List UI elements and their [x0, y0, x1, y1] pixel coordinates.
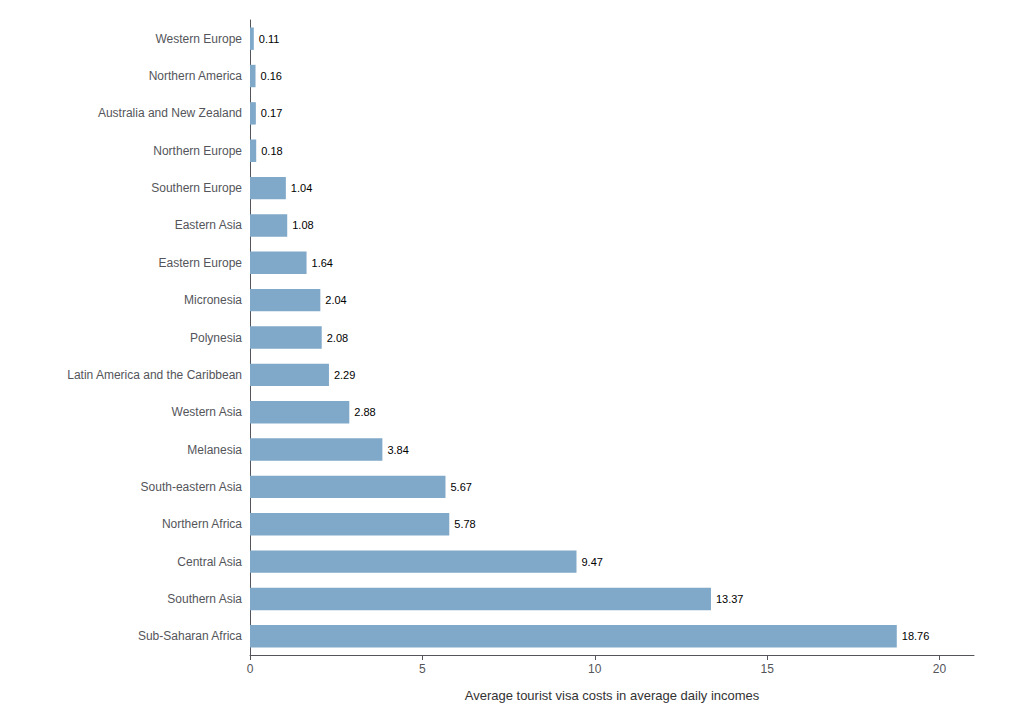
svg-text:Central Asia: Central Asia — [177, 555, 242, 569]
svg-text:5.67: 5.67 — [450, 481, 471, 493]
svg-text:Melanesia: Melanesia — [187, 443, 242, 457]
svg-text:Australia and New Zealand: Australia and New Zealand — [98, 106, 242, 120]
svg-text:0: 0 — [247, 662, 254, 676]
svg-text:1.04: 1.04 — [291, 182, 312, 194]
svg-text:20: 20 — [933, 662, 947, 676]
svg-text:3.84: 3.84 — [387, 444, 408, 456]
svg-text:0.16: 0.16 — [261, 70, 282, 82]
svg-text:Sub-Saharan Africa: Sub-Saharan Africa — [138, 629, 242, 643]
svg-text:0.17: 0.17 — [261, 107, 282, 119]
svg-text:2.88: 2.88 — [354, 406, 375, 418]
svg-text:15: 15 — [760, 662, 774, 676]
svg-text:Southern Europe: Southern Europe — [151, 181, 242, 195]
svg-text:2.04: 2.04 — [325, 294, 346, 306]
svg-text:2.29: 2.29 — [334, 369, 355, 381]
svg-text:Western Asia: Western Asia — [172, 405, 243, 419]
svg-text:Southern Asia: Southern Asia — [167, 592, 242, 606]
svg-text:5.78: 5.78 — [454, 518, 475, 530]
svg-text:Northern Europe: Northern Europe — [153, 144, 242, 158]
svg-text:Latin America and the Caribbea: Latin America and the Caribbean — [67, 368, 242, 382]
svg-text:South-eastern Asia: South-eastern Asia — [141, 480, 243, 494]
svg-text:Eastern Europe: Eastern Europe — [159, 256, 243, 270]
svg-text:13.37: 13.37 — [716, 593, 744, 605]
svg-text:5: 5 — [419, 662, 426, 676]
svg-text:Eastern Asia: Eastern Asia — [175, 218, 243, 232]
svg-text:Western Europe: Western Europe — [156, 32, 243, 46]
svg-text:2.08: 2.08 — [327, 332, 348, 344]
svg-text:Micronesia: Micronesia — [184, 293, 242, 307]
svg-text:0.11: 0.11 — [259, 33, 280, 45]
svg-text:1.64: 1.64 — [312, 257, 333, 269]
svg-text:Polynesia: Polynesia — [190, 331, 242, 345]
svg-text:9.47: 9.47 — [581, 556, 602, 568]
svg-text:1.08: 1.08 — [292, 219, 313, 231]
svg-text:Northern Africa: Northern Africa — [162, 517, 242, 531]
svg-text:Northern America: Northern America — [149, 69, 243, 83]
svg-text:10: 10 — [588, 662, 602, 676]
svg-text:Average tourist visa costs in: Average tourist visa costs in average da… — [465, 688, 760, 703]
svg-text:0.18: 0.18 — [261, 145, 282, 157]
svg-text:18.76: 18.76 — [902, 630, 930, 642]
